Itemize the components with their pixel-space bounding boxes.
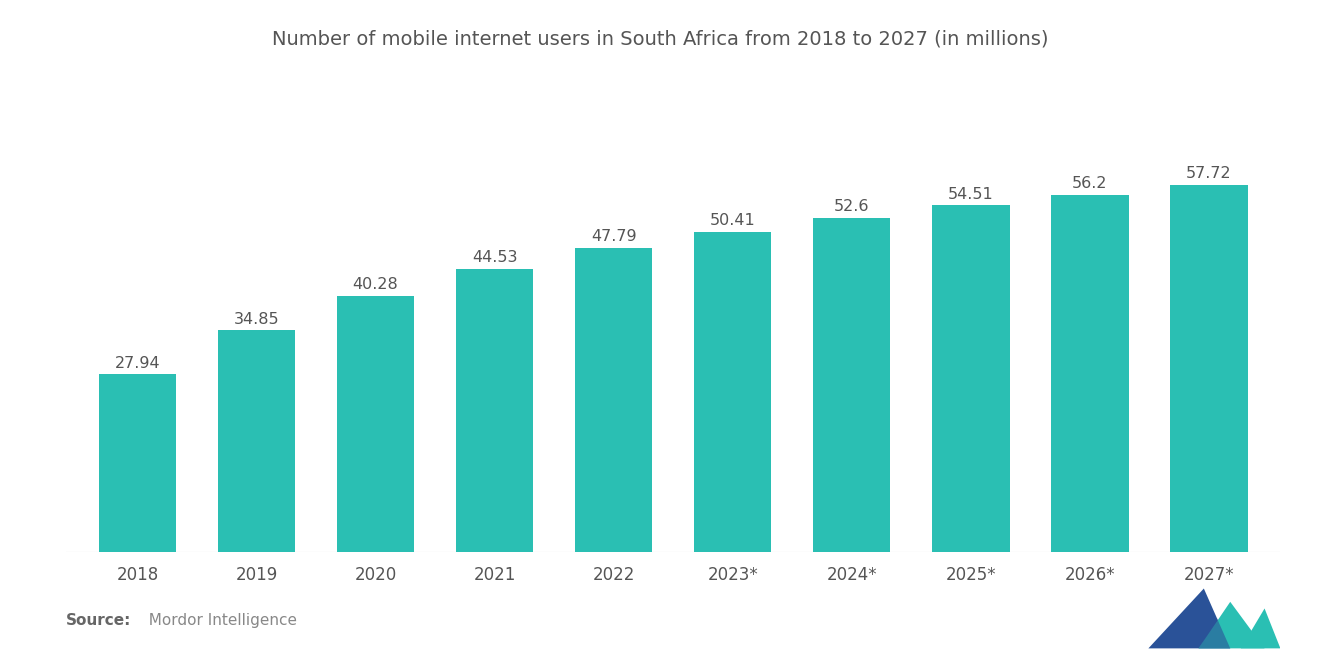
Bar xyxy=(576,248,652,552)
Bar xyxy=(337,296,414,552)
Text: 54.51: 54.51 xyxy=(948,187,994,201)
Bar xyxy=(1051,195,1129,552)
Text: Number of mobile internet users in South Africa from 2018 to 2027 (in millions): Number of mobile internet users in South… xyxy=(272,30,1048,49)
Text: 27.94: 27.94 xyxy=(115,356,160,370)
Bar xyxy=(218,331,296,552)
Polygon shape xyxy=(1199,618,1230,648)
Polygon shape xyxy=(1241,608,1280,648)
Text: 34.85: 34.85 xyxy=(234,312,280,327)
Bar xyxy=(1171,185,1247,552)
Text: 56.2: 56.2 xyxy=(1072,176,1107,191)
Bar xyxy=(932,205,1010,552)
Text: 50.41: 50.41 xyxy=(710,213,755,227)
Polygon shape xyxy=(1148,589,1230,648)
Bar xyxy=(99,374,176,552)
Polygon shape xyxy=(1199,602,1265,648)
Text: 47.79: 47.79 xyxy=(591,229,636,244)
Bar xyxy=(455,269,533,552)
Text: 44.53: 44.53 xyxy=(471,250,517,265)
Text: 40.28: 40.28 xyxy=(352,277,399,292)
Text: Source:: Source: xyxy=(66,613,132,628)
Text: 52.6: 52.6 xyxy=(834,199,870,213)
Text: 57.72: 57.72 xyxy=(1187,166,1232,182)
Bar xyxy=(813,217,891,552)
Bar xyxy=(694,231,771,552)
Text: Mordor Intelligence: Mordor Intelligence xyxy=(139,613,297,628)
